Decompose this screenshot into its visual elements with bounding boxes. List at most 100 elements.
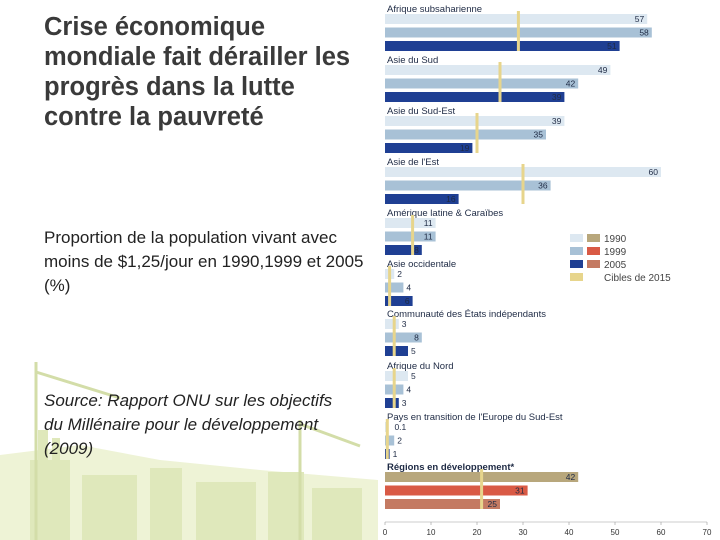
group-3-value-1: 39 xyxy=(552,116,562,126)
group-9-value-3: 1 xyxy=(393,449,398,459)
group-6-value-3: 6 xyxy=(405,296,410,306)
decor-crane xyxy=(34,362,361,540)
group-4-target-line xyxy=(521,164,525,204)
group-3-value-2: 35 xyxy=(534,130,544,140)
group-3-value-3: 19 xyxy=(460,143,470,153)
group-10-target-line xyxy=(480,469,484,509)
x-tick-60: 60 xyxy=(657,528,666,537)
group-1-label: Afrique subsaharienne xyxy=(387,4,482,15)
text-panel: Crise économique mondiale fait dérailler… xyxy=(0,13,378,540)
group-10-value-1: 42 xyxy=(566,472,576,482)
group-2-target-line xyxy=(498,62,502,102)
group-5-target-line xyxy=(411,215,415,255)
group-8-target-line xyxy=(392,368,396,408)
group-4-value-2: 36 xyxy=(538,181,548,191)
group-7-value-3: 5 xyxy=(411,346,416,356)
group-5-value-3: 8 xyxy=(414,245,419,255)
group-7-label: Communauté des États indépendants xyxy=(387,309,546,320)
group-6-bar-2 xyxy=(385,282,404,293)
x-tick-70: 70 xyxy=(703,528,712,537)
group-4-bar-3 xyxy=(385,194,459,204)
group-3-bar-1 xyxy=(385,116,565,126)
group-9-label: Pays en transition de l'Europe du Sud-Es… xyxy=(387,412,563,423)
group-8-bar-3 xyxy=(385,398,399,408)
group-1-value-1: 57 xyxy=(635,14,645,24)
group-5-value-2: 11 xyxy=(424,232,433,242)
group-4-value-3: 16 xyxy=(446,194,456,204)
x-tick-30: 30 xyxy=(519,528,528,537)
legend-label-2: 1999 xyxy=(604,247,627,258)
group-1-value-2: 58 xyxy=(639,28,649,38)
group-8-label: Afrique du Nord xyxy=(387,361,454,372)
group-7-value-1: 3 xyxy=(402,319,407,329)
group-3-target-line xyxy=(475,113,479,153)
group-4-value-1: 60 xyxy=(649,167,659,177)
legend-swatch-2 xyxy=(570,247,583,255)
group-10-bar-3 xyxy=(385,499,500,509)
legend-label-4: Cibles de 2015 xyxy=(604,273,671,284)
group-10-bar-2 xyxy=(385,485,528,496)
group-7-value-2: 8 xyxy=(414,333,419,343)
group-3-bar-2 xyxy=(385,129,546,140)
group-3-label: Asie du Sud-Est xyxy=(387,106,455,117)
group-6-target-line xyxy=(388,266,392,306)
group-2-value-3: 39 xyxy=(552,92,562,102)
group-5-value-1: 11 xyxy=(424,218,433,228)
group-6-label: Asie occidentale xyxy=(387,259,456,270)
group-8-bar-1 xyxy=(385,371,408,381)
group-8-value-2: 4 xyxy=(406,385,411,395)
legend-swatch-dev-3 xyxy=(587,260,600,268)
group-7-bar-2 xyxy=(385,332,422,343)
group-9-target-line xyxy=(385,419,389,459)
cityscape-background xyxy=(0,362,378,540)
group-2-value-2: 42 xyxy=(566,79,576,89)
group-3-bar-3 xyxy=(385,143,473,153)
x-tick-20: 20 xyxy=(473,528,482,537)
source-note: Source: Rapport ONU sur les objectifs du… xyxy=(44,391,333,458)
group-1-bar-3 xyxy=(385,41,620,51)
group-9-value-2: 2 xyxy=(397,436,402,446)
group-5-bar-3 xyxy=(385,245,422,255)
group-7-bar-1 xyxy=(385,319,399,329)
legend-swatch-4 xyxy=(570,273,583,281)
legend-swatch-3 xyxy=(570,260,583,268)
group-1-target-line xyxy=(516,11,520,51)
group-4-bar-2 xyxy=(385,180,551,191)
group-2-value-1: 49 xyxy=(598,65,608,75)
group-8-value-3: 3 xyxy=(402,398,407,408)
group-5-label: Amérique latine & Caraïbes xyxy=(387,208,503,219)
group-2-label: Asie du Sud xyxy=(387,55,438,66)
chart-subtitle: Proportion de la population vivant avec … xyxy=(44,228,364,295)
group-6-value-2: 4 xyxy=(406,283,411,293)
legend-label-3: 2005 xyxy=(604,260,627,271)
group-10-label: Régions en développement* xyxy=(387,462,515,473)
group-2-bar-2 xyxy=(385,78,579,89)
group-10-value-2: 31 xyxy=(515,486,525,496)
group-1-value-3: 51 xyxy=(607,41,617,51)
group-7-target-line xyxy=(392,316,396,356)
group-10-value-3: 25 xyxy=(488,499,498,509)
legend-swatch-dev-2 xyxy=(587,247,600,255)
group-2-bar-3 xyxy=(385,92,565,102)
x-tick-40: 40 xyxy=(565,528,574,537)
group-5-bar-2 xyxy=(385,231,436,242)
group-6-value-1: 2 xyxy=(397,269,402,279)
group-1-bar-1 xyxy=(385,14,648,24)
group-8-value-1: 5 xyxy=(411,371,416,381)
x-tick-0: 0 xyxy=(383,528,388,537)
group-9-value-1: 0.1 xyxy=(394,422,406,432)
decor-factory xyxy=(30,430,362,540)
legend-swatch-dev-1 xyxy=(587,234,600,242)
x-tick-10: 10 xyxy=(427,528,436,537)
group-9-bar-1 xyxy=(385,422,387,432)
group-6-bar-3 xyxy=(385,296,413,306)
group-5-bar-1 xyxy=(385,218,436,228)
x-tick-50: 50 xyxy=(611,528,620,537)
group-7-bar-3 xyxy=(385,346,408,356)
slide-title: Crise économique mondiale fait dérailler… xyxy=(44,13,351,131)
group-4-label: Asie de l'Est xyxy=(387,157,439,168)
legend-label-1: 1990 xyxy=(604,234,627,245)
group-2-bar-1 xyxy=(385,65,611,75)
legend-swatch-1 xyxy=(570,234,583,242)
